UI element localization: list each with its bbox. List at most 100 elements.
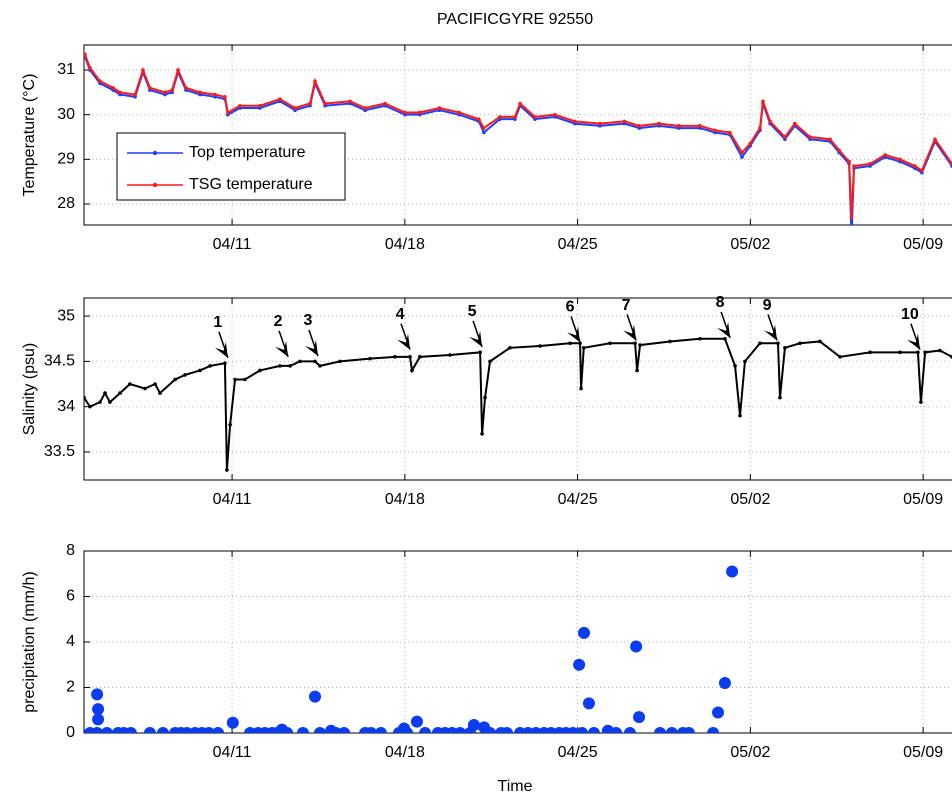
scatter-point [374, 727, 387, 733]
scatter-point [630, 640, 643, 653]
data-point [933, 137, 937, 142]
x-tick-label: 04/11 [213, 236, 252, 253]
plot-frame [83, 44, 952, 226]
data-point [676, 124, 681, 128]
annotation-label: 5 [468, 303, 477, 320]
data-point [223, 361, 227, 365]
data-point [868, 162, 872, 166]
scatter-point [91, 688, 104, 701]
data-point [226, 110, 230, 115]
data-point [173, 377, 177, 382]
scatter-point [633, 711, 646, 724]
data-point [488, 359, 492, 364]
x-tick-label: 04/11 [213, 744, 252, 761]
chart-title: PACIFICGYRE 92550 [437, 11, 593, 28]
data-point [482, 130, 486, 135]
data-point [478, 350, 482, 355]
data-point [176, 68, 180, 72]
panel: 0 2 4 6 8 04/11 04/18 04/25 05/02 05/09 precipitat… [21, 542, 952, 795]
legend-label: TSG temperature [189, 176, 313, 193]
plot-frame [83, 297, 952, 481]
data-point [225, 468, 229, 472]
data-point [383, 101, 387, 106]
data-point [223, 95, 227, 99]
data-point [828, 137, 832, 142]
data-point [457, 110, 461, 115]
data-point [84, 52, 87, 57]
annotation-arrowhead [275, 340, 289, 357]
annotation-label: 8 [716, 294, 725, 311]
data-point [323, 101, 327, 106]
data-point [898, 350, 902, 355]
data-point [141, 68, 145, 72]
y-tick-label: 0 [66, 724, 75, 741]
data-point [163, 90, 167, 95]
data-point [198, 368, 202, 373]
data-point [838, 355, 842, 359]
x-tick-label: 04/18 [385, 744, 425, 761]
data-point [635, 368, 639, 373]
y-tick-label: 2 [66, 679, 75, 696]
scatter-point [573, 658, 586, 671]
data-point [743, 359, 747, 364]
annotation-arrowhead [397, 333, 411, 350]
data-point [723, 336, 727, 341]
annotation-arrowhead [764, 324, 778, 341]
data-point [508, 346, 512, 350]
data-point [118, 391, 122, 395]
x-tick-label: 04/18 [385, 236, 425, 253]
annotation-arrowhead [304, 339, 318, 356]
annotation-arrowhead [214, 341, 228, 358]
data-point [103, 391, 107, 395]
scatter-point [338, 727, 351, 733]
data-point [622, 119, 627, 124]
data-point [238, 103, 242, 108]
scatter-point [275, 723, 288, 733]
data-point [638, 343, 642, 347]
annotation-label: 10 [901, 306, 919, 323]
data-point [128, 382, 132, 386]
annotation-arrowhead [717, 321, 731, 338]
annotation-label: 6 [566, 299, 575, 316]
data-point [393, 355, 397, 359]
data-point [417, 110, 422, 115]
data-point [916, 350, 920, 355]
data-point [133, 92, 137, 97]
annotation-label: 4 [396, 306, 405, 323]
plot-area [84, 336, 952, 472]
data-point [923, 350, 927, 355]
data-point [776, 341, 780, 346]
data-point [308, 101, 312, 106]
scatter-point [365, 727, 378, 733]
data-point [553, 112, 557, 117]
data-point [568, 341, 572, 346]
data-point [758, 341, 762, 346]
x-tick-label: 04/11 [213, 491, 252, 508]
scatter-point [410, 715, 423, 728]
data-point [633, 341, 637, 346]
data-point [538, 344, 542, 348]
data-point [98, 400, 102, 404]
data-point [637, 124, 642, 128]
scatter-point [665, 727, 678, 733]
y-tick-label: 35 [57, 307, 75, 324]
data-point [728, 130, 732, 135]
data-point [798, 341, 802, 346]
scatter-point [124, 727, 137, 733]
scatter-point [92, 713, 105, 726]
scatter-point [682, 727, 695, 733]
annotation-arrowhead [567, 326, 581, 343]
data-point [293, 106, 297, 110]
scatter-point [726, 565, 739, 578]
y-tick-label: 31 [57, 61, 75, 78]
data-point [740, 150, 744, 155]
data-point [278, 97, 282, 101]
data-point [713, 128, 717, 133]
data-point [88, 404, 92, 409]
scatter-point [587, 727, 600, 733]
annotation-arrowhead [906, 333, 920, 350]
data-point [852, 164, 856, 168]
data-point [783, 346, 787, 350]
y-axis-label: precipitation (mm/h) [21, 571, 38, 712]
